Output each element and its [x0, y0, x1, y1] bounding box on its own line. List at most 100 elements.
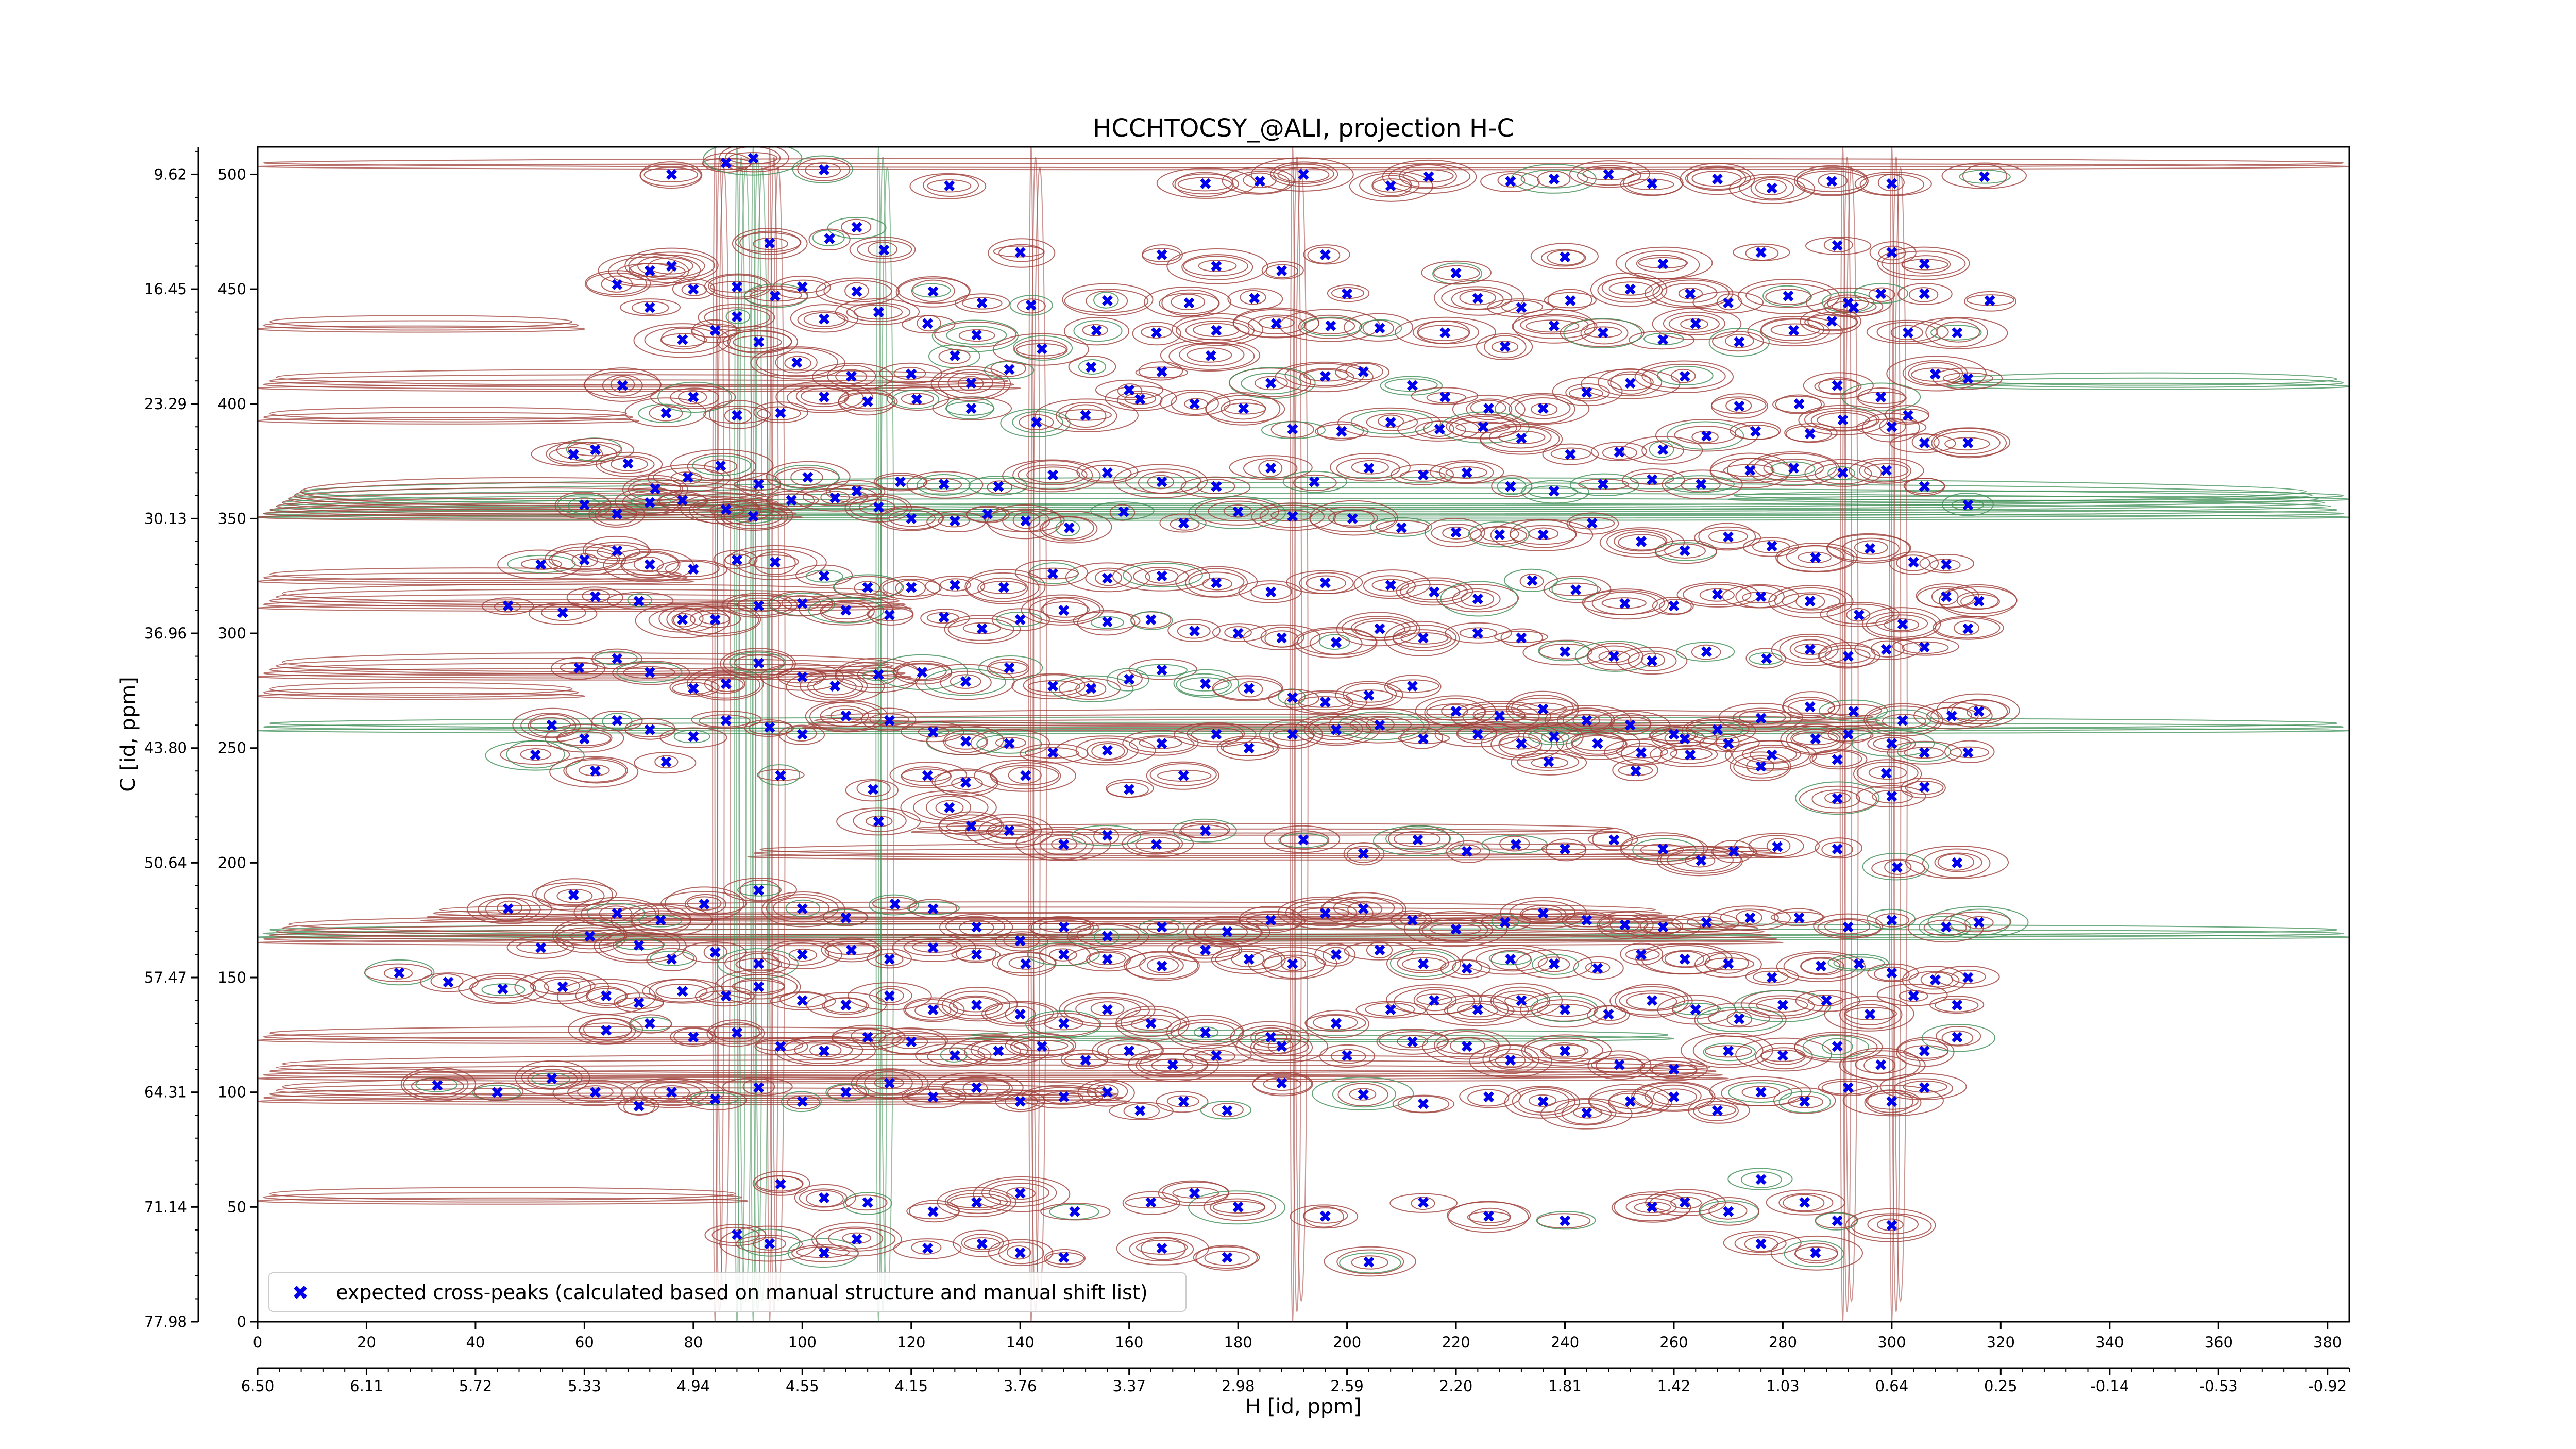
cross-peak-marker — [1941, 591, 1952, 602]
cross-peak-marker — [796, 281, 808, 293]
cross-peak-marker — [622, 458, 634, 469]
cross-peak-marker — [502, 600, 514, 612]
cross-peak-marker — [845, 370, 857, 382]
cross-peak-marker — [1565, 449, 1576, 460]
cross-peak-marker — [720, 990, 732, 1002]
ppm-x-tick-label-3-76: 3.76 — [1004, 1377, 1037, 1395]
cross-peak-marker — [1101, 467, 1113, 478]
cross-peak-marker — [1276, 1041, 1287, 1052]
cross-peak-marker — [1734, 1013, 1745, 1024]
cross-peak-marker — [1124, 1046, 1135, 1057]
cross-peak-marker — [753, 958, 765, 969]
cross-peak-marker — [796, 949, 808, 960]
cross-peak-marker — [1330, 637, 1342, 648]
cross-peak-marker — [965, 378, 977, 389]
cross-peak-marker — [949, 580, 960, 591]
cross-peak-marker — [1832, 754, 1843, 765]
cross-peak-marker — [1178, 517, 1189, 529]
cross-peak-marker — [1265, 378, 1277, 389]
cross-peak-marker — [590, 591, 601, 602]
cross-peak-marker — [1832, 1215, 1843, 1226]
cross-peak-marker — [1058, 1252, 1070, 1263]
y-tick-label-450: 450 — [218, 280, 246, 298]
cross-peak-marker — [1755, 761, 1767, 772]
cross-peak-marker — [502, 903, 514, 914]
x-tick-label-160: 160 — [1115, 1334, 1143, 1351]
cross-peak-marker — [1319, 370, 1331, 382]
cross-peak-marker — [1537, 403, 1549, 414]
cross-peak-marker — [1510, 839, 1521, 850]
x-tick-label-260: 260 — [1659, 1334, 1688, 1351]
cross-peak-marker — [1156, 961, 1167, 972]
cross-peak-marker — [546, 1073, 557, 1084]
cross-peak-marker — [1537, 703, 1549, 715]
cross-peak-marker — [1336, 426, 1347, 437]
cross-peak-marker — [1712, 588, 1723, 600]
cross-peak-marker — [1690, 318, 1701, 329]
cross-peak-marker — [1723, 531, 1734, 543]
cross-peak-marker — [829, 681, 841, 692]
cross-peak-marker — [1668, 600, 1680, 612]
cross-peak-marker — [1952, 327, 1963, 339]
cross-peak-marker — [1701, 646, 1712, 658]
cross-peak-marker — [1826, 315, 1838, 327]
cross-peak-marker — [960, 777, 971, 788]
x-tick-label-80: 80 — [684, 1334, 703, 1351]
x-tick-label-120: 120 — [897, 1334, 925, 1351]
cross-peak-marker — [1744, 465, 1756, 476]
cross-peak-marker — [1156, 366, 1167, 377]
cross-peak-marker — [584, 931, 596, 942]
cross-peak-marker — [1701, 430, 1712, 442]
cross-peak-marker — [1429, 586, 1440, 598]
cross-peak-marker — [1761, 653, 1772, 664]
cross-peak-marker — [786, 495, 797, 506]
cross-peak-marker — [1151, 327, 1162, 339]
cross-peak-marker — [1624, 378, 1636, 389]
y-tick-label-0: 0 — [237, 1313, 246, 1330]
cross-peak-marker — [1848, 705, 1859, 717]
cross-peak-marker — [1183, 297, 1195, 309]
cross-peak-marker — [1560, 646, 1570, 658]
cross-peak-marker — [1973, 596, 1985, 607]
cross-peak-marker — [971, 949, 982, 960]
cross-peak-marker — [1020, 770, 1031, 781]
y-tick-label-150: 150 — [218, 969, 246, 986]
cross-peak-marker — [1886, 421, 1897, 432]
cross-peak-marker — [443, 976, 454, 988]
cross-peak-marker — [1848, 302, 1859, 313]
cross-peak-marker — [1886, 967, 1897, 979]
cross-peak-marker — [1973, 705, 1985, 717]
cross-peak-marker — [1647, 178, 1658, 189]
cross-peak-marker — [1608, 651, 1620, 662]
cross-peak-marker — [1804, 428, 1816, 440]
cross-peak-marker — [731, 281, 742, 293]
cross-peak-marker — [568, 449, 579, 460]
y-tick-label-350: 350 — [218, 510, 246, 527]
cross-peak-marker — [1101, 616, 1113, 628]
cross-peak-marker — [949, 350, 960, 361]
cross-peak-marker — [432, 1080, 443, 1091]
cross-peak-marker — [1701, 917, 1712, 928]
cross-peak-marker — [1058, 1091, 1070, 1103]
cross-peak-marker — [840, 1087, 852, 1098]
cross-peak-marker — [1020, 515, 1031, 527]
cross-peak-marker — [1385, 1004, 1396, 1015]
y-axis-title: C [id, ppm] — [116, 677, 140, 792]
cross-peak-marker — [1406, 380, 1418, 391]
ppm-y-tick-label-16-45: 16.45 — [144, 280, 187, 298]
cross-peak-marker — [1342, 1050, 1353, 1061]
cross-peak-marker — [1821, 995, 1832, 1006]
cross-peak-marker — [1516, 632, 1527, 644]
cross-peak-marker — [878, 244, 890, 256]
x-tick-label-340: 340 — [2095, 1334, 2124, 1351]
cross-peak-marker — [1461, 846, 1472, 857]
cross-peak-marker — [796, 1096, 808, 1107]
cross-peak-marker — [1679, 733, 1690, 745]
cross-peak-marker — [492, 1087, 503, 1098]
cross-peak-marker — [1919, 481, 1930, 492]
cross-peak-marker — [1200, 678, 1211, 689]
cross-peak-marker — [1276, 1077, 1287, 1089]
cross-peak-marker — [1319, 577, 1331, 588]
cross-peak-marker — [612, 715, 623, 726]
cross-peak-marker — [1358, 1089, 1369, 1100]
